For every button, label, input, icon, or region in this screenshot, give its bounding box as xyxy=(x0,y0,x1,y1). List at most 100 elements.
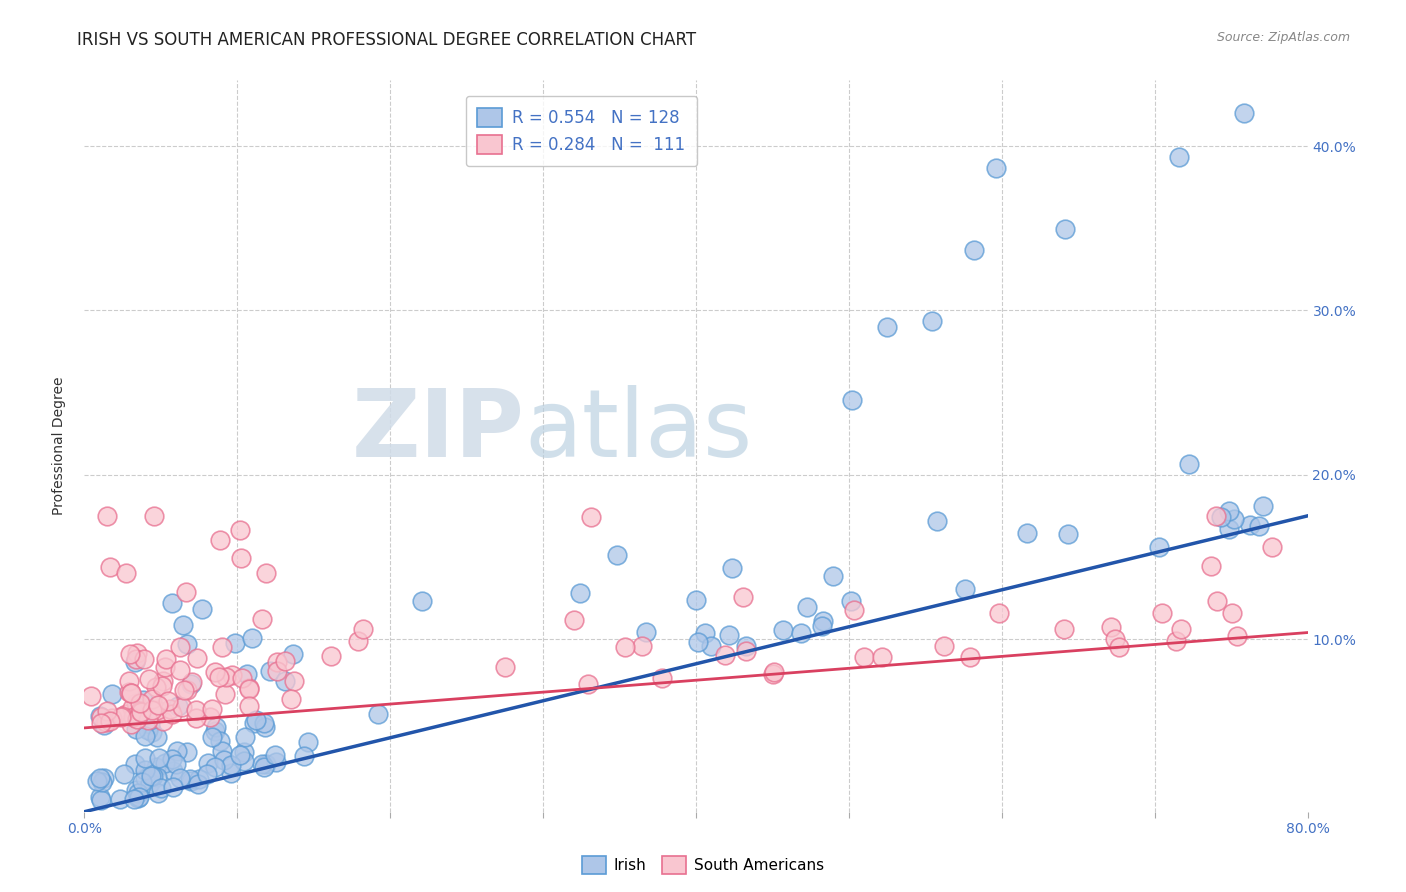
Point xyxy=(731,590,754,604)
Point xyxy=(1223,512,1246,526)
Point xyxy=(243,716,266,731)
Point xyxy=(932,639,955,653)
Point xyxy=(699,639,721,653)
Point xyxy=(134,764,156,778)
Point xyxy=(128,704,150,718)
Point xyxy=(148,698,170,712)
Point xyxy=(259,664,281,678)
Point xyxy=(128,696,150,710)
Point xyxy=(1205,508,1227,523)
Point xyxy=(90,774,112,789)
Point xyxy=(121,709,143,723)
Point xyxy=(841,392,863,407)
Point xyxy=(810,619,832,633)
Point xyxy=(129,705,152,719)
Point xyxy=(367,706,389,721)
Point xyxy=(90,715,112,730)
Text: IRISH VS SOUTH AMERICAN PROFESSIONAL DEGREE CORRELATION CHART: IRISH VS SOUTH AMERICAN PROFESSIONAL DEG… xyxy=(77,31,696,49)
Point xyxy=(96,704,118,718)
Point xyxy=(132,652,155,666)
Point xyxy=(108,792,131,806)
Point xyxy=(166,698,188,713)
Point xyxy=(1233,106,1256,120)
Point xyxy=(1054,222,1077,236)
Point xyxy=(568,585,591,599)
Point xyxy=(495,660,517,674)
Point xyxy=(134,729,156,743)
Point xyxy=(111,709,134,723)
Point xyxy=(231,671,253,685)
Point xyxy=(162,596,184,610)
Point xyxy=(173,682,195,697)
Point xyxy=(1170,622,1192,636)
Point xyxy=(166,744,188,758)
Point xyxy=(143,508,166,523)
Point xyxy=(141,703,163,717)
Point xyxy=(852,649,875,664)
Point xyxy=(1251,500,1274,514)
Point xyxy=(252,757,274,772)
Point xyxy=(162,780,184,794)
Point xyxy=(117,685,139,699)
Point xyxy=(204,720,226,734)
Point xyxy=(735,644,758,658)
Point xyxy=(115,566,138,581)
Point xyxy=(93,771,115,785)
Point xyxy=(184,711,207,725)
Point xyxy=(142,769,165,783)
Point xyxy=(180,676,202,690)
Point xyxy=(146,770,169,784)
Point xyxy=(1108,640,1130,654)
Point xyxy=(927,514,949,528)
Y-axis label: Professional Degree: Professional Degree xyxy=(52,376,66,516)
Point xyxy=(124,756,146,771)
Point xyxy=(180,773,202,788)
Point xyxy=(136,713,159,727)
Point xyxy=(86,774,108,789)
Point xyxy=(118,647,141,661)
Point xyxy=(229,748,252,763)
Point xyxy=(204,760,226,774)
Point xyxy=(238,699,260,714)
Text: Source: ZipAtlas.com: Source: ZipAtlas.com xyxy=(1216,31,1350,45)
Point xyxy=(790,625,813,640)
Point xyxy=(169,640,191,655)
Point xyxy=(1220,606,1243,620)
Point xyxy=(235,730,257,744)
Point xyxy=(233,746,256,760)
Point xyxy=(127,646,149,660)
Point xyxy=(118,673,141,688)
Point xyxy=(240,631,263,645)
Point xyxy=(145,681,167,695)
Point xyxy=(273,674,295,689)
Point xyxy=(134,750,156,764)
Point xyxy=(214,687,236,701)
Point xyxy=(319,649,342,664)
Point xyxy=(127,786,149,800)
Point xyxy=(152,714,174,728)
Point xyxy=(963,243,986,257)
Point xyxy=(122,792,145,806)
Point xyxy=(581,510,603,524)
Point xyxy=(283,647,305,661)
Point xyxy=(172,617,194,632)
Point xyxy=(959,650,981,665)
Point xyxy=(90,709,112,723)
Point xyxy=(138,716,160,731)
Point xyxy=(763,665,786,680)
Point xyxy=(160,752,183,766)
Point xyxy=(762,666,785,681)
Point xyxy=(576,676,599,690)
Point xyxy=(214,753,236,767)
Point xyxy=(101,687,124,701)
Point xyxy=(238,681,260,696)
Point xyxy=(208,670,231,684)
Point xyxy=(96,508,118,523)
Point xyxy=(153,756,176,770)
Point xyxy=(201,730,224,744)
Point xyxy=(280,692,302,706)
Point xyxy=(297,734,319,748)
Point xyxy=(1099,619,1122,633)
Point xyxy=(80,689,103,703)
Point xyxy=(720,560,742,574)
